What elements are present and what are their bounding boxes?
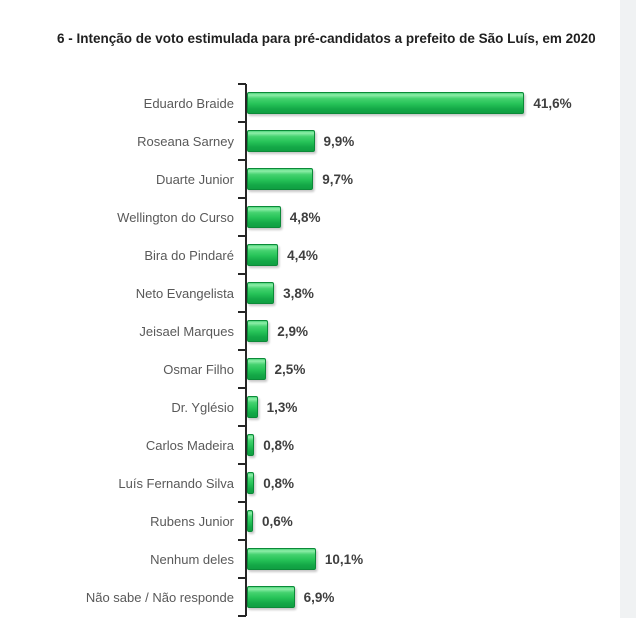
chart-row: Neto Evangelista 3,8%	[0, 274, 620, 312]
value-label: 2,9%	[277, 323, 308, 339]
category-label: Luís Fernando Silva	[118, 475, 234, 491]
axis-tick	[238, 615, 246, 617]
axis-tick	[238, 159, 246, 161]
bar	[247, 548, 316, 570]
category-label: Duarte Junior	[155, 171, 234, 187]
chart-row: Não sabe / Não responde 6,9%	[0, 578, 620, 616]
bar	[247, 510, 253, 532]
bar-area: 3,8%	[247, 282, 314, 304]
category-label: Neto Evangelista	[135, 285, 234, 301]
bar-area: 4,4%	[247, 244, 318, 266]
bar	[247, 396, 258, 418]
value-label: 4,8%	[289, 209, 321, 225]
value-label: 0,8%	[263, 475, 295, 491]
chart-row: Roseana Sarney 9,9%	[0, 122, 620, 160]
axis-tick	[238, 501, 246, 503]
bar-area: 2,9%	[247, 320, 308, 342]
category-label: Jeisael Marques	[139, 323, 234, 339]
bar-area: 1,3%	[247, 396, 297, 418]
chart-row: Luís Fernando Silva 0,8%	[0, 464, 620, 502]
category-label: Wellington do Curso	[117, 209, 234, 225]
bar-area: 2,5%	[247, 358, 305, 380]
chart-row: Osmar Filho 2,5%	[0, 350, 620, 388]
bar	[247, 358, 266, 380]
category-label: Não sabe / Não responde	[85, 589, 234, 605]
chart-row: Jeisael Marques 2,9%	[0, 312, 620, 350]
chart-row: Duarte Junior 9,7%	[0, 160, 620, 198]
axis-tick	[238, 463, 246, 465]
value-label: 10,1%	[324, 551, 364, 567]
category-label: Rubens Junior	[150, 513, 234, 529]
category-label: Eduardo Braide	[143, 95, 234, 111]
bar-area: 0,8%	[247, 472, 294, 494]
chart-row: Wellington do Curso 4,8%	[0, 198, 620, 236]
bar	[247, 244, 279, 266]
bar	[247, 586, 295, 608]
category-label: Carlos Madeira	[145, 437, 234, 453]
bar-area: 6,9%	[247, 586, 334, 608]
bar	[247, 472, 255, 494]
page-edge-strip	[620, 0, 636, 618]
bar-chart: Eduardo Braide 41,6% Roseana Sarney 9,9% Dua…	[0, 83, 620, 617]
chart-row: Bira do Pindaré 4,4%	[0, 236, 620, 274]
chart-row: Rubens Junior 0,6%	[0, 502, 620, 540]
bar-area: 41,6%	[247, 92, 572, 114]
bar-area: 4,8%	[247, 206, 321, 228]
value-label: 41,6%	[533, 95, 572, 111]
category-label: Dr. Yglésio	[171, 399, 234, 415]
bar	[247, 282, 275, 304]
bar-area: 10,1%	[247, 548, 363, 570]
axis-tick	[238, 311, 246, 313]
value-label: 4,4%	[287, 247, 318, 263]
axis-tick	[238, 387, 246, 389]
bar	[247, 130, 315, 152]
axis-tick	[238, 83, 246, 85]
bar	[247, 434, 255, 456]
value-label: 3,8%	[283, 285, 314, 301]
axis-tick	[238, 539, 246, 541]
axis-tick	[238, 235, 246, 237]
axis-tick	[238, 349, 246, 351]
axis-tick	[238, 425, 246, 427]
axis-tick	[238, 197, 246, 199]
value-label: 2,5%	[274, 361, 306, 377]
bar	[247, 168, 314, 190]
axis-tick	[238, 121, 246, 123]
value-label: 6,9%	[303, 589, 335, 605]
value-label: 9,9%	[323, 133, 355, 149]
chart-row: Nenhum deles 10,1%	[0, 540, 620, 578]
chart-row: Dr. Yglésio 1,3%	[0, 388, 620, 426]
chart-row: Eduardo Braide 41,6%	[0, 84, 620, 122]
value-label: 0,8%	[263, 437, 295, 453]
category-label: Nenhum deles	[150, 551, 234, 567]
axis-tick	[238, 577, 246, 579]
value-label: 1,3%	[266, 399, 298, 415]
bar	[247, 92, 525, 114]
category-label: Roseana Sarney	[137, 133, 234, 149]
bar-area: 9,9%	[247, 130, 354, 152]
category-label: Bira do Pindaré	[144, 247, 234, 263]
bar-area: 9,7%	[247, 168, 353, 190]
value-label: 9,7%	[322, 171, 353, 187]
y-axis-line	[245, 84, 247, 616]
category-label: Osmar Filho	[163, 361, 234, 377]
bar	[247, 206, 281, 228]
chart-title: 6 - Intenção de voto estimulada para pré…	[57, 31, 596, 46]
value-label: 0,6%	[261, 513, 293, 529]
axis-tick	[238, 273, 246, 275]
bar	[247, 320, 269, 342]
chart-row: Carlos Madeira 0,8%	[0, 426, 620, 464]
bar-area: 0,8%	[247, 434, 294, 456]
bar-area: 0,6%	[247, 510, 293, 532]
